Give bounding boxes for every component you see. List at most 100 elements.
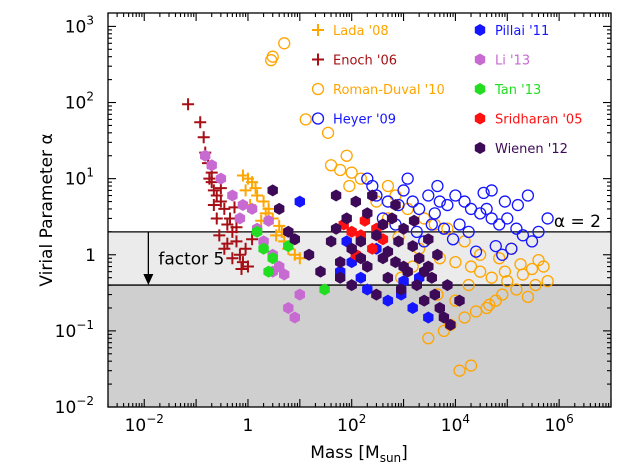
data-point bbox=[397, 184, 410, 197]
data-point bbox=[194, 116, 207, 129]
data-point bbox=[246, 176, 259, 189]
data-point bbox=[335, 271, 346, 284]
data-point bbox=[496, 248, 509, 261]
data-point bbox=[480, 202, 493, 216]
x-axis-title-end: ] bbox=[401, 443, 408, 463]
data-point bbox=[221, 237, 234, 250]
data-point bbox=[233, 248, 246, 261]
data-point bbox=[485, 184, 498, 197]
data-point bbox=[464, 359, 478, 372]
data-point bbox=[437, 222, 451, 235]
data-point bbox=[345, 166, 358, 179]
data-point bbox=[289, 233, 300, 246]
legend-label: Lada '08 bbox=[333, 24, 389, 39]
data-point bbox=[510, 222, 523, 235]
data-point bbox=[362, 260, 373, 273]
data-point bbox=[410, 225, 423, 238]
data-point bbox=[278, 37, 291, 50]
data-point bbox=[221, 218, 234, 231]
legend-marker bbox=[312, 24, 324, 36]
legend-label: Tan '13 bbox=[494, 83, 541, 98]
data-point bbox=[441, 222, 454, 235]
data-point bbox=[511, 198, 525, 212]
x-tick-label: 102 bbox=[337, 412, 366, 436]
legend-marker bbox=[474, 24, 486, 36]
data-point bbox=[393, 235, 404, 248]
data-point bbox=[207, 184, 220, 197]
axis-ticks bbox=[107, 13, 612, 408]
data-point bbox=[401, 172, 414, 185]
data-point bbox=[474, 248, 487, 261]
legend-marker bbox=[474, 53, 486, 66]
data-point bbox=[213, 229, 226, 242]
series-roman-duval-10 bbox=[265, 37, 554, 377]
data-point bbox=[453, 364, 466, 377]
legend-item: Li '13 bbox=[474, 53, 530, 69]
y-tick-label: 102 bbox=[65, 90, 94, 114]
y-tick-label-base: 10 bbox=[55, 322, 77, 342]
data-point bbox=[371, 229, 382, 242]
data-point bbox=[514, 258, 527, 271]
x-tick-label-base: 10 bbox=[125, 416, 147, 436]
y-axis-title: Virial Parameter α bbox=[37, 133, 57, 286]
data-point bbox=[355, 252, 366, 265]
series-tan-13 bbox=[251, 225, 330, 296]
data-point bbox=[453, 218, 466, 231]
data-point bbox=[390, 256, 401, 269]
y-tick-label: 10−2 bbox=[55, 394, 94, 418]
data-point bbox=[267, 252, 278, 265]
data-point bbox=[489, 239, 502, 253]
data-point bbox=[442, 279, 453, 292]
x-tick-label-exp: 6 bbox=[566, 412, 574, 426]
data-point bbox=[230, 221, 243, 234]
legend-item: Heyer '09 bbox=[311, 112, 396, 128]
data-point bbox=[367, 242, 378, 255]
data-point bbox=[237, 199, 249, 211]
data-point bbox=[200, 149, 211, 162]
data-point bbox=[437, 324, 451, 338]
data-point bbox=[498, 195, 512, 208]
data-point bbox=[335, 256, 346, 269]
data-point bbox=[414, 252, 425, 265]
legend-marker bbox=[474, 83, 486, 95]
data-point bbox=[386, 212, 398, 225]
data-point bbox=[449, 255, 462, 269]
data-point bbox=[214, 195, 227, 208]
series-wienen-12 bbox=[267, 184, 465, 331]
data-point bbox=[480, 301, 493, 315]
data-point bbox=[510, 283, 523, 296]
data-point bbox=[330, 189, 342, 202]
legend-label: Li '13 bbox=[495, 54, 530, 69]
data-point bbox=[249, 182, 262, 195]
data-point bbox=[458, 195, 471, 208]
data-point bbox=[251, 225, 263, 238]
legend-item: Lada '08 bbox=[312, 24, 389, 39]
data-point bbox=[239, 242, 252, 255]
data-point bbox=[206, 159, 217, 172]
data-point bbox=[346, 225, 357, 238]
data-point bbox=[377, 252, 389, 265]
x-tick-label-exp: −2 bbox=[146, 412, 164, 426]
data-point bbox=[541, 212, 554, 225]
data-point bbox=[474, 265, 487, 278]
data-point bbox=[350, 195, 361, 208]
data-point bbox=[294, 195, 305, 208]
data-point bbox=[251, 189, 264, 202]
y-tick-label-exp: 3 bbox=[86, 13, 94, 27]
data-point bbox=[274, 202, 285, 215]
factor-arrow-head bbox=[143, 274, 154, 286]
x-tick-label: 106 bbox=[544, 412, 573, 436]
data-point bbox=[422, 332, 435, 345]
x-axis-title: Mass [Msun] bbox=[310, 443, 408, 465]
x-axis-title-main: Mass [M bbox=[310, 443, 380, 463]
x-tick-label: 104 bbox=[441, 412, 470, 436]
data-point bbox=[257, 195, 270, 208]
data-point bbox=[428, 207, 441, 220]
data-point bbox=[218, 202, 231, 215]
data-point bbox=[315, 265, 326, 278]
data-point bbox=[319, 283, 330, 296]
data-point bbox=[431, 179, 444, 193]
data-point bbox=[334, 163, 347, 177]
data-point bbox=[434, 302, 445, 314]
